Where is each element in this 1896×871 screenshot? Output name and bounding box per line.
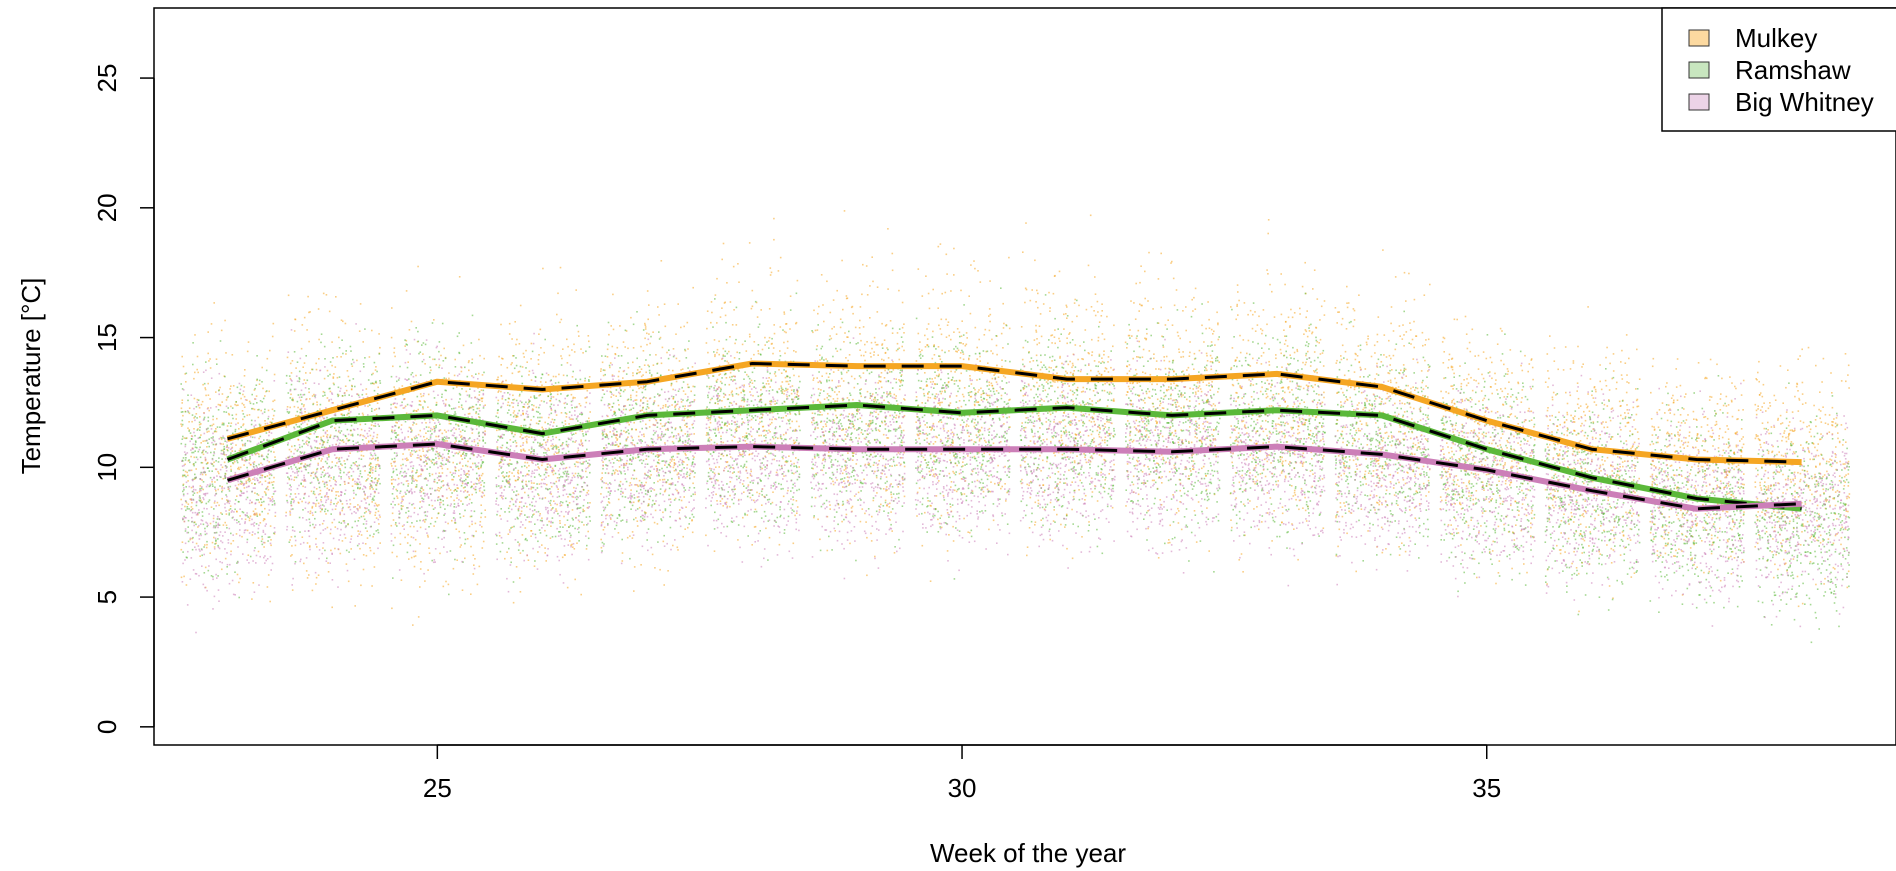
y-tick-label-10: 10 xyxy=(92,453,122,482)
legend-swatch-big-whitney xyxy=(1688,93,1710,111)
x-axis: 25 30 35 xyxy=(423,744,1501,803)
y-axis-label: Temperature [°C] xyxy=(16,278,46,475)
y-tick-label-0: 0 xyxy=(92,720,122,734)
line-dash-big-whitney xyxy=(227,442,1802,511)
y-tick-label-25: 25 xyxy=(92,64,122,93)
series-lines xyxy=(226,360,1802,512)
y-axis: 0 5 10 15 20 25 xyxy=(92,64,155,734)
line-dash-mulkey xyxy=(227,362,1802,464)
x-tick-label-30: 30 xyxy=(948,773,977,803)
y-tick-label-5: 5 xyxy=(92,590,122,604)
x-tick-label-25: 25 xyxy=(423,773,452,803)
y-tick-label-20: 20 xyxy=(92,193,122,222)
legend-swatch-mulkey xyxy=(1688,29,1710,47)
x-tick-label-35: 35 xyxy=(1472,773,1501,803)
legend-label-mulkey: Mulkey xyxy=(1735,23,1817,53)
legend-label-ramshaw: Ramshaw xyxy=(1735,55,1851,85)
line-dash-ramshaw xyxy=(226,403,1802,511)
legend-label-big-whitney: Big Whitney xyxy=(1735,87,1874,117)
x-axis-label: Week of the year xyxy=(930,838,1126,868)
y-tick-label-15: 15 xyxy=(92,323,122,352)
legend-swatch-ramshaw xyxy=(1688,61,1710,79)
